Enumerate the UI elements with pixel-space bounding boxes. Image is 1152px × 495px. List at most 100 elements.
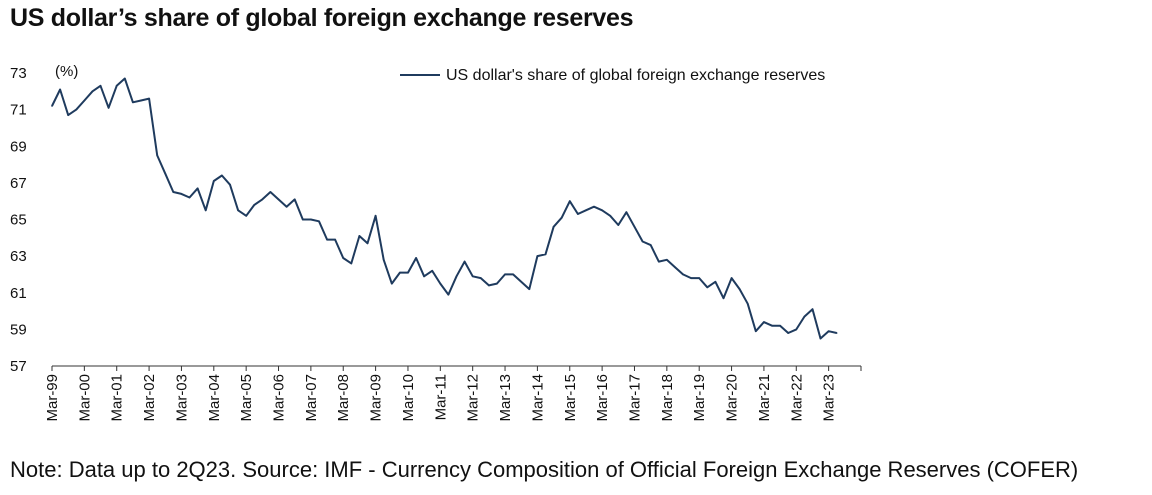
data-point	[601, 209, 603, 212]
data-point	[99, 85, 102, 87]
data-point	[528, 288, 531, 290]
y-tick-label: 63	[10, 248, 27, 265]
data-point	[763, 321, 765, 323]
data-point	[674, 266, 676, 268]
data-point	[415, 257, 417, 259]
data-point	[544, 253, 547, 256]
data-point	[471, 275, 474, 278]
data-point	[577, 213, 579, 215]
data-point	[609, 215, 611, 217]
data-point	[285, 205, 288, 208]
data-point	[819, 337, 822, 340]
y-tick-label: 69	[10, 138, 27, 155]
data-point	[423, 275, 425, 278]
data-point	[827, 330, 830, 333]
data-point	[107, 107, 110, 109]
data-point	[326, 238, 328, 241]
data-point	[552, 226, 555, 228]
x-tick-label: Mar-15	[562, 374, 579, 422]
data-point	[455, 275, 458, 278]
data-point	[342, 257, 345, 259]
legend: US dollar's share of global foreign exch…	[400, 67, 825, 84]
data-point	[504, 273, 506, 276]
data-point	[811, 308, 814, 311]
data-point	[148, 97, 150, 100]
data-point	[835, 332, 838, 334]
plot-area	[51, 77, 838, 340]
data-point	[366, 242, 369, 245]
x-tick-label: Mar-01	[109, 374, 126, 422]
data-point	[277, 198, 280, 201]
data-point	[213, 180, 215, 182]
data-point	[706, 286, 709, 289]
x-tick-label: Mar-09	[368, 374, 385, 422]
data-point	[488, 284, 490, 287]
y-tick-label: 71	[10, 102, 27, 119]
data-point	[261, 198, 264, 201]
x-tick-label: Mar-19	[691, 374, 708, 422]
data-point	[439, 282, 442, 285]
data-point	[188, 196, 191, 199]
x-axis: Mar-99 Mar-00 Mar-01 Mar-02 Mar-03 Mar-04 Mar-…	[44, 365, 862, 422]
data-point	[140, 99, 142, 102]
x-tick-label: Mar-08	[335, 374, 352, 422]
data-point	[180, 193, 183, 195]
data-point	[463, 260, 466, 263]
data-point	[795, 328, 798, 331]
data-point	[67, 114, 69, 116]
data-point	[374, 215, 377, 217]
data-point	[196, 187, 199, 190]
x-tick-label: Mar-99	[44, 374, 61, 422]
data-point	[480, 277, 482, 279]
data-point	[787, 332, 789, 334]
data-point	[649, 244, 652, 246]
data-point	[641, 240, 644, 243]
data-point	[221, 174, 223, 177]
data-point	[658, 260, 660, 263]
x-tick-label: Mar-13	[497, 374, 514, 422]
data-point	[593, 205, 595, 208]
data-point	[318, 220, 320, 223]
x-tick-label: Mar-16	[594, 374, 611, 422]
data-point	[771, 324, 773, 327]
data-point	[269, 191, 272, 193]
x-tick-label: Mar-03	[173, 374, 190, 422]
y-tick-label: 67	[10, 175, 27, 192]
x-tick-label: Mar-21	[756, 374, 773, 422]
data-point	[382, 259, 385, 261]
data-point	[293, 198, 296, 201]
data-point	[358, 235, 361, 237]
data-point	[617, 224, 620, 226]
x-tick-label: Mar-18	[659, 374, 676, 422]
data-point	[407, 271, 409, 274]
data-point	[746, 302, 749, 305]
data-point	[115, 85, 118, 87]
data-point	[755, 330, 757, 333]
data-point	[245, 215, 247, 217]
data-point	[75, 108, 78, 111]
data-point	[560, 216, 563, 219]
y-tick-label: 73	[10, 65, 27, 82]
data-point	[237, 209, 239, 212]
data-point	[399, 271, 401, 274]
x-tick-label: Mar-00	[76, 374, 93, 422]
data-point	[730, 277, 733, 279]
data-point	[803, 315, 806, 318]
data-point	[302, 218, 304, 221]
x-tick-label: Mar-23	[821, 374, 838, 422]
data-point	[229, 183, 231, 186]
x-tick-label: Mar-12	[465, 374, 482, 422]
data-point	[633, 226, 636, 228]
data-point	[722, 297, 725, 300]
y-axis: 57 59 61 63 65 67 69 71 73	[10, 65, 27, 375]
data-point	[51, 105, 53, 107]
data-point	[585, 209, 587, 212]
y-tick-label: 57	[10, 358, 27, 375]
x-tick-label: Mar-17	[626, 374, 643, 422]
data-point	[253, 204, 256, 206]
x-tick-label: Mar-06	[271, 374, 288, 422]
source-note: Note: Data up to 2Q23. Source: IMF - Cur…	[10, 457, 1079, 482]
data-point	[156, 154, 158, 157]
x-tick-label: Mar-05	[238, 374, 255, 422]
